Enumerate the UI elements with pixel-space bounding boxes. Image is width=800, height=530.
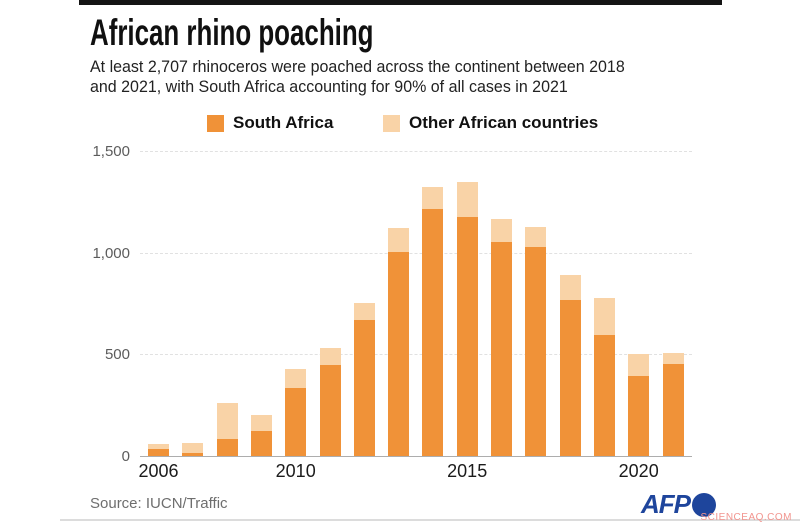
legend-label-other-countries: Other African countries — [409, 113, 599, 132]
bar-segment-2014-other — [422, 186, 444, 209]
bar-segment-2013-south-africa — [388, 251, 410, 456]
x-axis-line — [140, 456, 692, 457]
bar-2020 — [628, 353, 650, 456]
bar-2014 — [422, 186, 444, 456]
bar-segment-2006-other — [148, 443, 169, 449]
bar-2008 — [216, 402, 238, 456]
bar-segment-2007-other — [182, 443, 204, 454]
bar-segment-2014-south-africa — [422, 208, 444, 456]
bar-segment-2009-other — [250, 415, 272, 432]
subtitle-line-1: At least 2,707 rhinoceros were poached a… — [90, 58, 625, 76]
bar-segment-2018-south-africa — [559, 299, 581, 456]
bar-segment-2020-south-africa — [628, 375, 650, 456]
bar-segment-2018-other — [559, 274, 581, 300]
bar-segment-2009-south-africa — [250, 431, 272, 456]
bar-segment-2008-other — [216, 402, 238, 440]
bar-segment-2007-south-africa — [182, 453, 204, 456]
bar-2013 — [388, 227, 410, 456]
bar-2015 — [456, 181, 478, 456]
legend-label-south-africa: South Africa — [233, 113, 334, 132]
afp-logo-text: AFP — [641, 489, 691, 519]
bar-segment-2015-other — [456, 181, 478, 218]
bar-segment-2013-other — [388, 227, 410, 252]
bar-2019 — [593, 298, 615, 456]
y-tick-label-1500: 1,500 — [92, 143, 130, 160]
bar-segment-2016-other — [491, 218, 512, 242]
gridline-500 — [140, 354, 692, 356]
bar-segment-2011-other — [319, 347, 341, 365]
bar-2017 — [525, 227, 547, 456]
x-tick-label-2010: 2010 — [275, 461, 316, 481]
bar-segment-2019-south-africa — [593, 335, 615, 456]
bar-segment-2010-other — [285, 369, 307, 389]
bar-2006 — [148, 443, 169, 456]
bar-chart-plot-area — [140, 151, 692, 456]
x-tick-label-2020: 2020 — [618, 461, 659, 481]
bar-segment-2012-south-africa — [353, 320, 375, 456]
bar-2018 — [559, 274, 581, 456]
bar-segment-2017-south-africa — [525, 246, 547, 456]
legend-item-south-africa: South Africa — [207, 113, 333, 133]
bar-2010 — [285, 369, 307, 456]
bottom-divider-line — [60, 519, 800, 521]
bar-2021 — [662, 353, 684, 456]
top-accent-bar — [79, 0, 722, 5]
gridline-1500 — [140, 151, 692, 152]
afp-logo: AFP — [641, 489, 716, 520]
bar-2016 — [491, 218, 512, 456]
bar-segment-2017-other — [525, 227, 547, 247]
y-tick-label-500: 500 — [104, 346, 130, 364]
x-tick-label-2015: 2015 — [447, 461, 488, 481]
bar-segment-2010-south-africa — [285, 388, 307, 456]
source-credit: Source: IUCN/Traffic — [90, 495, 228, 512]
bar-2011 — [319, 347, 341, 456]
bar-segment-2012-other — [353, 303, 375, 321]
bar-segment-2015-south-africa — [456, 217, 478, 456]
site-watermark: SCIENCEAQ.COM — [700, 512, 792, 523]
bar-segment-2021-other — [662, 353, 684, 365]
subtitle-line-2: and 2021, with South Africa accounting f… — [90, 77, 568, 96]
bar-segment-2019-other — [593, 298, 615, 336]
bar-segment-2016-south-africa — [491, 241, 512, 456]
bar-segment-2021-south-africa — [662, 364, 684, 456]
bar-2007 — [182, 443, 204, 456]
legend-swatch-other-countries — [383, 114, 400, 132]
bar-segment-2006-south-africa — [148, 448, 169, 456]
gridline-1000 — [140, 252, 692, 254]
afp-globe-icon — [692, 492, 716, 517]
legend-swatch-south-africa — [207, 114, 224, 132]
x-tick-label-2006: 2006 — [138, 461, 179, 481]
bar-segment-2011-south-africa — [319, 364, 341, 456]
page-title: African rhino poaching — [90, 12, 374, 53]
y-tick-label-1000: 1,000 — [92, 244, 130, 262]
subtitle: At least 2,707 rhinoceros were poached a… — [90, 58, 625, 97]
legend-item-other-countries: Other African countries — [383, 113, 598, 133]
bar-2009 — [250, 415, 272, 456]
bar-segment-2020-other — [628, 353, 650, 376]
bar-2012 — [353, 303, 375, 456]
y-tick-label-0: 0 — [121, 448, 130, 465]
bar-segment-2008-south-africa — [216, 439, 238, 456]
